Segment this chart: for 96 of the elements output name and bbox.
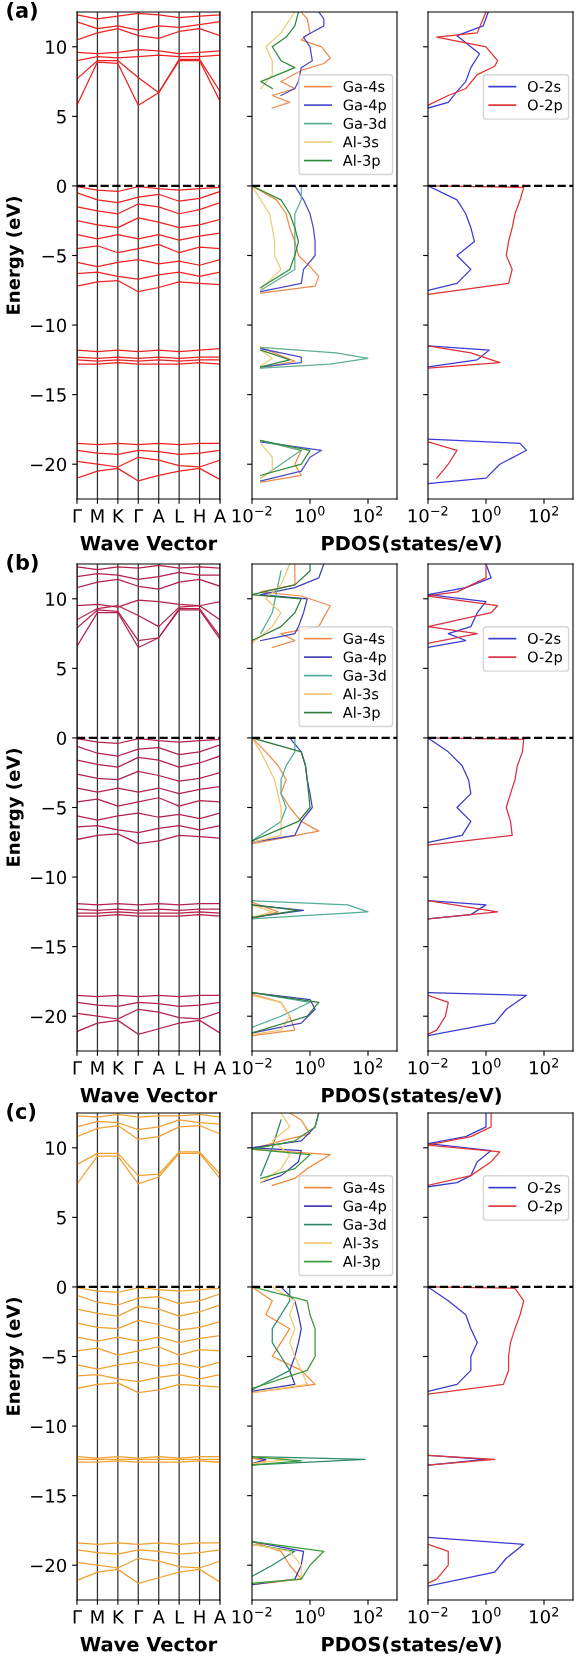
x-tick-label: M [91, 1610, 104, 1624]
chart-title: (b) [7, 553, 38, 573]
legend-label: O-2s [527, 80, 561, 92]
legend-label: O-2p [527, 1200, 562, 1215]
y-tick-label: −20 [31, 1009, 67, 1024]
x-tick-label: A [152, 1061, 165, 1075]
x-tick-label: H [194, 509, 205, 523]
x-tick-label: L [175, 509, 185, 523]
y-tick-label: 5 [57, 1211, 66, 1225]
x-axis-title: Wave Vector [80, 1088, 218, 1103]
x-tick-label: Γ [73, 1610, 82, 1624]
y-tick-label: −20 [31, 1558, 67, 1573]
x-tick-label: 10$^{0}$ [296, 1607, 325, 1624]
x-axis-title: Wave Vector [80, 536, 218, 551]
legend-label: Ga-3d [343, 669, 386, 681]
y-tick-label: −15 [31, 940, 66, 954]
x-axis-title: PDOS(states/eV) [322, 1087, 501, 1105]
x-tick-label: 10$^{−2}$ [232, 1058, 272, 1075]
x-tick-label: A [152, 1610, 165, 1624]
x-tick-label: 10$^{0}$ [296, 1058, 325, 1075]
y-axis-title: Energy (eV) [6, 1298, 24, 1415]
x-tick-label: Γ [135, 1061, 144, 1075]
legend-label: Ga-4s [343, 80, 385, 92]
y-axis-title: Energy (eV) [6, 197, 24, 314]
x-tick-label: 10$^{−2}$ [408, 1607, 448, 1624]
legend-label: O-2p [527, 99, 562, 114]
x-tick-label: 10$^{2}$ [530, 1607, 559, 1624]
x-tick-label: A [213, 509, 227, 523]
x-tick-label: 10$^{0}$ [472, 1058, 501, 1075]
x-tick-label: A [213, 1061, 227, 1075]
legend-label: Ga-4s [343, 632, 385, 644]
x-tick-label: A [213, 1610, 227, 1624]
x-tick-label: 10$^{2}$ [530, 1058, 559, 1075]
x-tick-label: M [91, 509, 104, 523]
x-tick-label: A [152, 509, 165, 523]
x-axis-title: PDOS(states/eV) [322, 1636, 501, 1654]
x-axis-title: PDOS(states/eV) [322, 535, 501, 553]
x-tick-label: 10$^{−2}$ [232, 1607, 272, 1624]
chart-title: (c) [7, 1102, 36, 1122]
y-tick-label: −15 [31, 388, 66, 402]
x-tick-label: 10$^{0}$ [472, 1607, 501, 1624]
x-tick-label: 10$^{2}$ [354, 506, 383, 523]
legend-label: Al-3s [342, 136, 379, 148]
legend-label: O-2p [527, 651, 562, 666]
y-tick-label: −10 [31, 318, 67, 333]
y-tick-label: 0 [56, 731, 67, 746]
legend-label: Ga-3d [343, 117, 386, 129]
y-axis-title: Energy (eV) [6, 749, 24, 866]
x-tick-label: L [175, 1061, 185, 1075]
y-tick-label: −10 [31, 870, 67, 885]
y-tick-label: −5 [42, 249, 66, 263]
y-tick-label: −5 [42, 801, 66, 815]
legend-label: O-2s [527, 1181, 561, 1193]
x-tick-label: 10$^{−2}$ [232, 506, 272, 523]
x-tick-label: 10$^{0}$ [296, 506, 325, 523]
y-tick-label: 0 [56, 1280, 67, 1295]
legend-label: Al-3p [342, 154, 380, 169]
x-tick-label: 10$^{0}$ [472, 506, 501, 523]
x-tick-label: 10$^{−2}$ [408, 1058, 448, 1075]
legend-label: Al-3p [342, 706, 380, 721]
x-tick-label: 10$^{2}$ [354, 1607, 383, 1624]
x-tick-label: H [194, 1061, 205, 1075]
y-tick-label: −15 [31, 1489, 66, 1503]
legend-label: Ga-4p [343, 1200, 386, 1215]
y-tick-label: 10 [46, 592, 67, 606]
y-tick-label: 5 [57, 110, 66, 124]
y-tick-label: −10 [31, 1419, 67, 1434]
x-tick-label: H [194, 1610, 205, 1624]
legend-label: Ga-4s [343, 1181, 385, 1193]
x-tick-label: Γ [73, 509, 82, 523]
y-tick-label: 5 [57, 662, 66, 676]
x-tick-label: K [113, 1061, 125, 1075]
y-tick-label: 10 [46, 40, 67, 54]
x-tick-label: K [113, 1610, 125, 1624]
legend-label: O-2s [527, 632, 561, 644]
y-tick-label: −20 [31, 457, 67, 472]
x-tick-label: 10$^{2}$ [354, 1058, 383, 1075]
x-tick-label: Γ [135, 509, 144, 523]
x-axis-title: Wave Vector [80, 1637, 218, 1652]
x-tick-label: L [175, 1610, 185, 1624]
legend-label: Ga-4p [343, 651, 386, 666]
x-tick-label: 10$^{2}$ [530, 506, 559, 523]
x-tick-label: Γ [73, 1061, 82, 1075]
y-tick-label: 0 [56, 179, 67, 194]
x-tick-label: Γ [135, 1610, 144, 1624]
chart-title: (a) [7, 1, 37, 21]
legend-label: Ga-3d [343, 1218, 386, 1230]
x-tick-label: 10$^{−2}$ [408, 506, 448, 523]
legend-label: Ga-4p [343, 99, 386, 114]
y-tick-label: 10 [46, 1141, 67, 1155]
x-tick-label: M [91, 1061, 104, 1075]
legend-label: Al-3p [342, 1255, 380, 1270]
legend-label: Al-3s [342, 1237, 379, 1249]
legend-label: Al-3s [342, 688, 379, 700]
x-tick-label: K [113, 509, 125, 523]
y-tick-label: −5 [42, 1350, 66, 1364]
